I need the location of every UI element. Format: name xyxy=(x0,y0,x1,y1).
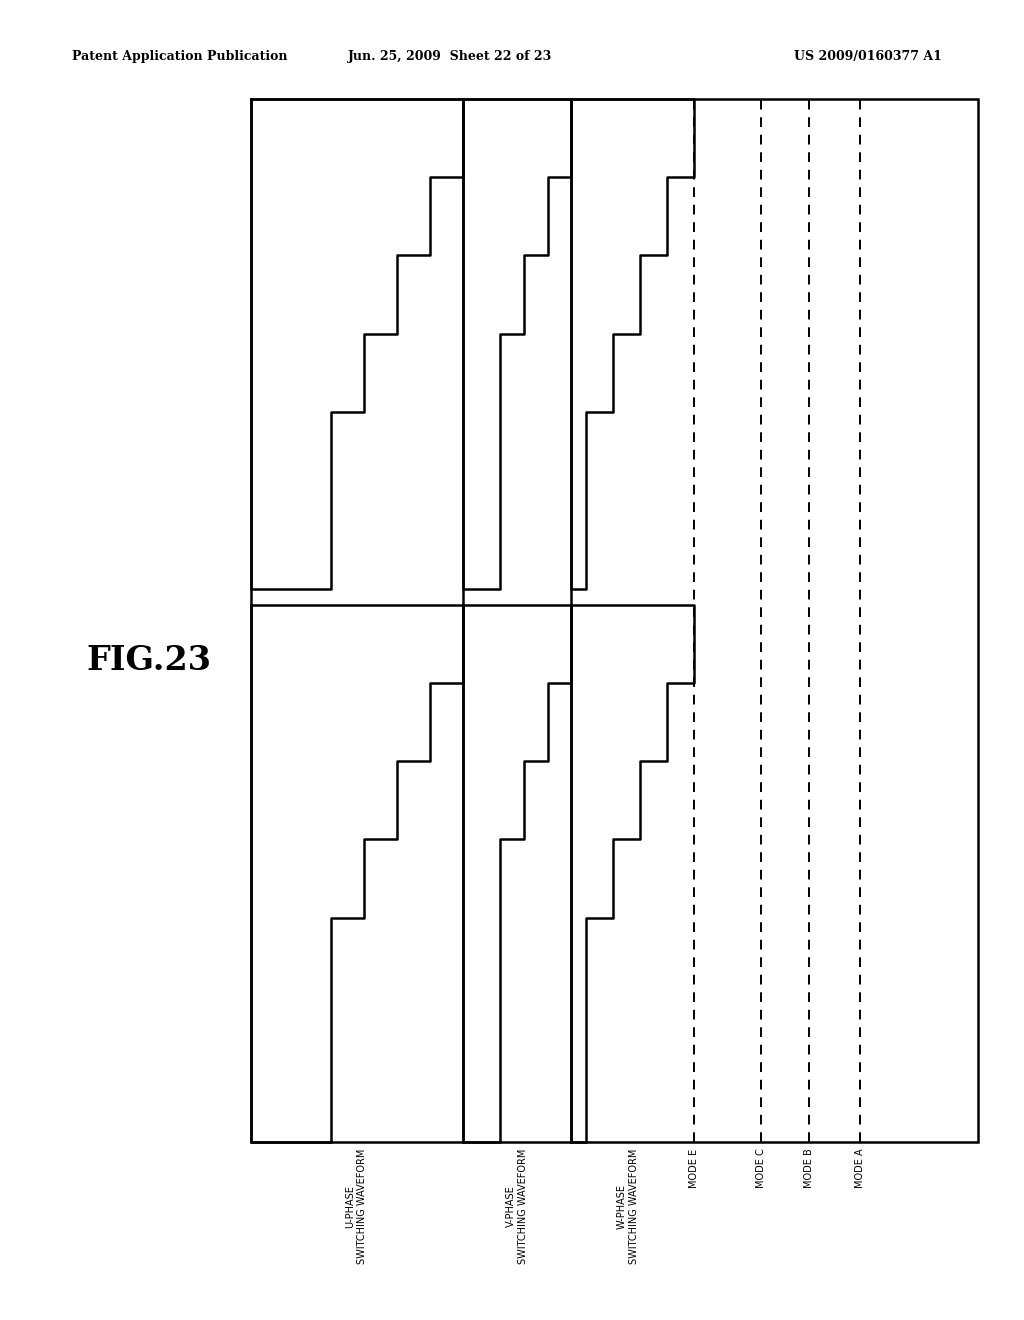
Text: MODE A: MODE A xyxy=(855,1148,865,1188)
Text: U-PHASE
SWITCHING WAVEFORM: U-PHASE SWITCHING WAVEFORM xyxy=(345,1148,368,1263)
Text: FIG.23: FIG.23 xyxy=(86,644,211,676)
Text: US 2009/0160377 A1: US 2009/0160377 A1 xyxy=(795,50,942,63)
Text: MODE E: MODE E xyxy=(689,1148,699,1188)
Text: MODE B: MODE B xyxy=(804,1148,814,1188)
Bar xyxy=(251,99,978,1142)
Text: V-PHASE
SWITCHING WAVEFORM: V-PHASE SWITCHING WAVEFORM xyxy=(506,1148,528,1263)
Text: Patent Application Publication: Patent Application Publication xyxy=(72,50,287,63)
Text: W-PHASE
SWITCHING WAVEFORM: W-PHASE SWITCHING WAVEFORM xyxy=(616,1148,639,1263)
Text: MODE C: MODE C xyxy=(756,1148,766,1188)
Text: Jun. 25, 2009  Sheet 22 of 23: Jun. 25, 2009 Sheet 22 of 23 xyxy=(348,50,553,63)
